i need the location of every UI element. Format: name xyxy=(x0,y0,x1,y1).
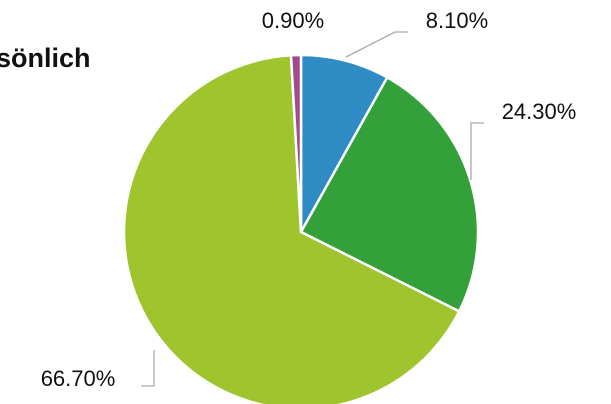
leader-line xyxy=(345,31,408,58)
leader-line xyxy=(470,122,484,180)
pie-slice xyxy=(122,54,461,404)
pie-slice xyxy=(299,53,389,234)
data-label: 66.70% xyxy=(41,366,116,391)
data-label: 8.10% xyxy=(426,8,488,33)
leader-line xyxy=(141,350,155,387)
data-label: 0.90% xyxy=(262,8,324,33)
pie-slice xyxy=(289,53,303,234)
chart-title: sönlich xyxy=(0,43,91,73)
data-label: 24.30% xyxy=(502,99,577,124)
